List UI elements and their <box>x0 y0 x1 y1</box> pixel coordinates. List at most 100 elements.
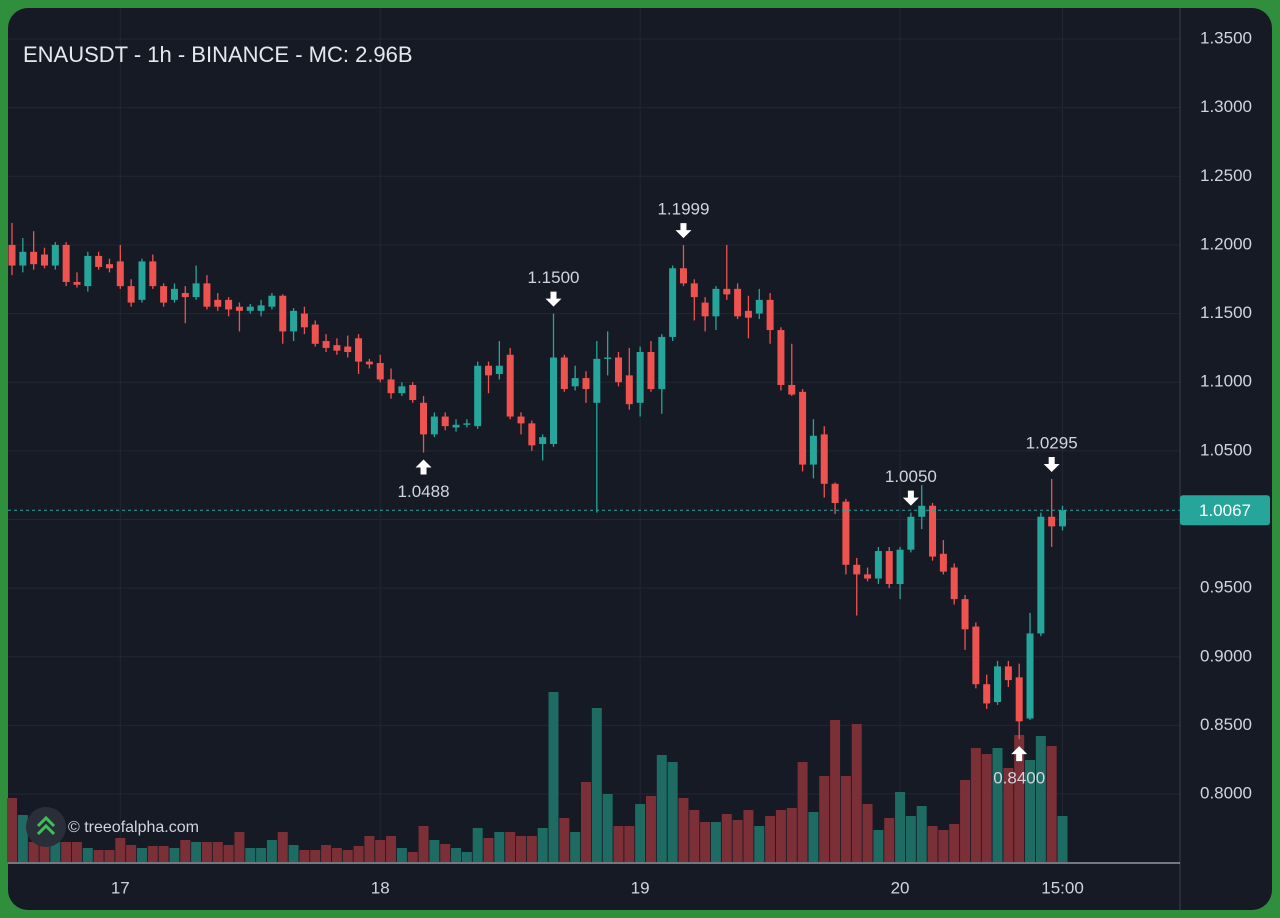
candle-body <box>51 244 59 266</box>
volume-bar <box>700 822 711 862</box>
y-tick-label: 1.1000 <box>1200 372 1252 391</box>
volume-bar <box>71 842 82 862</box>
y-tick-label: 0.9500 <box>1200 578 1252 597</box>
x-tick-label: 19 <box>631 878 650 897</box>
volume-bar <box>429 840 440 862</box>
candle-body <box>961 599 969 630</box>
candle-body <box>160 286 168 303</box>
annotation-arrow <box>902 490 919 506</box>
candle-body <box>127 286 135 303</box>
volume-bar <box>667 762 678 862</box>
candle-body <box>420 402 428 435</box>
candle-body <box>679 268 687 284</box>
candle-body <box>907 516 915 550</box>
volume-bar <box>451 848 462 862</box>
y-tick-label: 1.2500 <box>1200 166 1252 185</box>
candle-body <box>550 357 557 444</box>
candle-body <box>755 299 763 314</box>
candle-body <box>1037 516 1045 634</box>
candle-body <box>528 423 536 446</box>
candle-body <box>463 423 471 425</box>
candle-body <box>214 299 222 307</box>
volume-bar <box>992 748 1003 862</box>
volume-bar <box>472 828 483 862</box>
candle-body <box>398 386 406 394</box>
annotation-label: 1.0050 <box>885 467 937 486</box>
volume-bar <box>310 850 321 862</box>
candle-body <box>192 283 200 298</box>
volume-bar <box>61 842 72 862</box>
volume-bar <box>873 830 884 862</box>
volume-bar <box>396 848 407 862</box>
candle-body <box>62 244 70 283</box>
overlay-layer: 0.80000.85000.90000.95001.00001.05001.10… <box>8 29 1270 897</box>
volume-bar <box>927 826 938 862</box>
volume-bar <box>840 776 851 862</box>
annotation-label: 1.0295 <box>1026 433 1078 452</box>
y-tick-label: 0.9000 <box>1200 646 1252 665</box>
candle-body <box>30 251 38 265</box>
volume-bar <box>342 850 353 862</box>
volume-bar <box>212 842 223 862</box>
candle-body <box>766 299 774 331</box>
volume-bar <box>17 815 28 862</box>
candle-body <box>246 306 254 311</box>
candle-body <box>322 341 330 348</box>
volume-bar <box>245 848 256 862</box>
volume-bar <box>808 812 819 862</box>
candle-body <box>896 549 904 585</box>
candle-body <box>105 264 113 269</box>
annotation-label: 0.8400 <box>993 769 1045 788</box>
candle-body <box>669 268 677 337</box>
candle-body <box>430 416 438 435</box>
candle-body <box>344 346 352 353</box>
annotation-arrow <box>545 291 562 307</box>
y-tick-label: 0.8500 <box>1200 715 1252 734</box>
chart-title: ENAUSDT - 1h - BINANCE - MC: 2.96B <box>23 42 413 67</box>
volume-bar <box>386 836 397 862</box>
annotation-arrow <box>1043 456 1060 472</box>
volume-bar <box>28 842 39 862</box>
logo-icon <box>36 815 56 836</box>
volume-bar <box>797 762 808 862</box>
x-tick-label: 17 <box>111 878 130 897</box>
volume-bar <box>7 798 17 862</box>
volume-bar <box>223 845 234 862</box>
candle-body <box>842 501 850 565</box>
candle-body <box>734 288 742 317</box>
grid <box>8 8 1180 862</box>
volume-bar <box>256 848 267 862</box>
volume-bar <box>862 804 873 862</box>
candle-body <box>474 365 482 427</box>
volume-bar <box>1003 768 1014 862</box>
volume-bar <box>169 848 180 862</box>
volume-bar <box>635 804 646 862</box>
candle-body <box>387 379 395 394</box>
candle-body <box>744 310 752 318</box>
volume-bar <box>331 848 342 862</box>
candle-body <box>138 261 146 300</box>
candle-body <box>929 505 937 557</box>
volume-bar <box>895 792 906 862</box>
volume-bar <box>765 816 776 862</box>
volume-bar <box>613 826 624 862</box>
x-tick-label: 20 <box>891 878 910 897</box>
candle-body <box>560 357 568 390</box>
candle-body <box>983 684 991 704</box>
volume-bar <box>754 826 765 862</box>
volume-bar <box>364 836 375 862</box>
volume-bar <box>851 724 862 862</box>
volume-bar <box>104 850 115 862</box>
volume-bar <box>591 708 602 862</box>
volume-bar <box>678 798 689 862</box>
candle-body <box>73 282 81 285</box>
candle-body <box>355 338 363 362</box>
volume-bar <box>288 845 299 862</box>
annotation-label: 1.1999 <box>657 200 709 219</box>
volume-bar <box>537 828 548 862</box>
candle-body <box>300 313 308 328</box>
candle-body <box>376 362 384 380</box>
candle-body <box>441 416 449 427</box>
